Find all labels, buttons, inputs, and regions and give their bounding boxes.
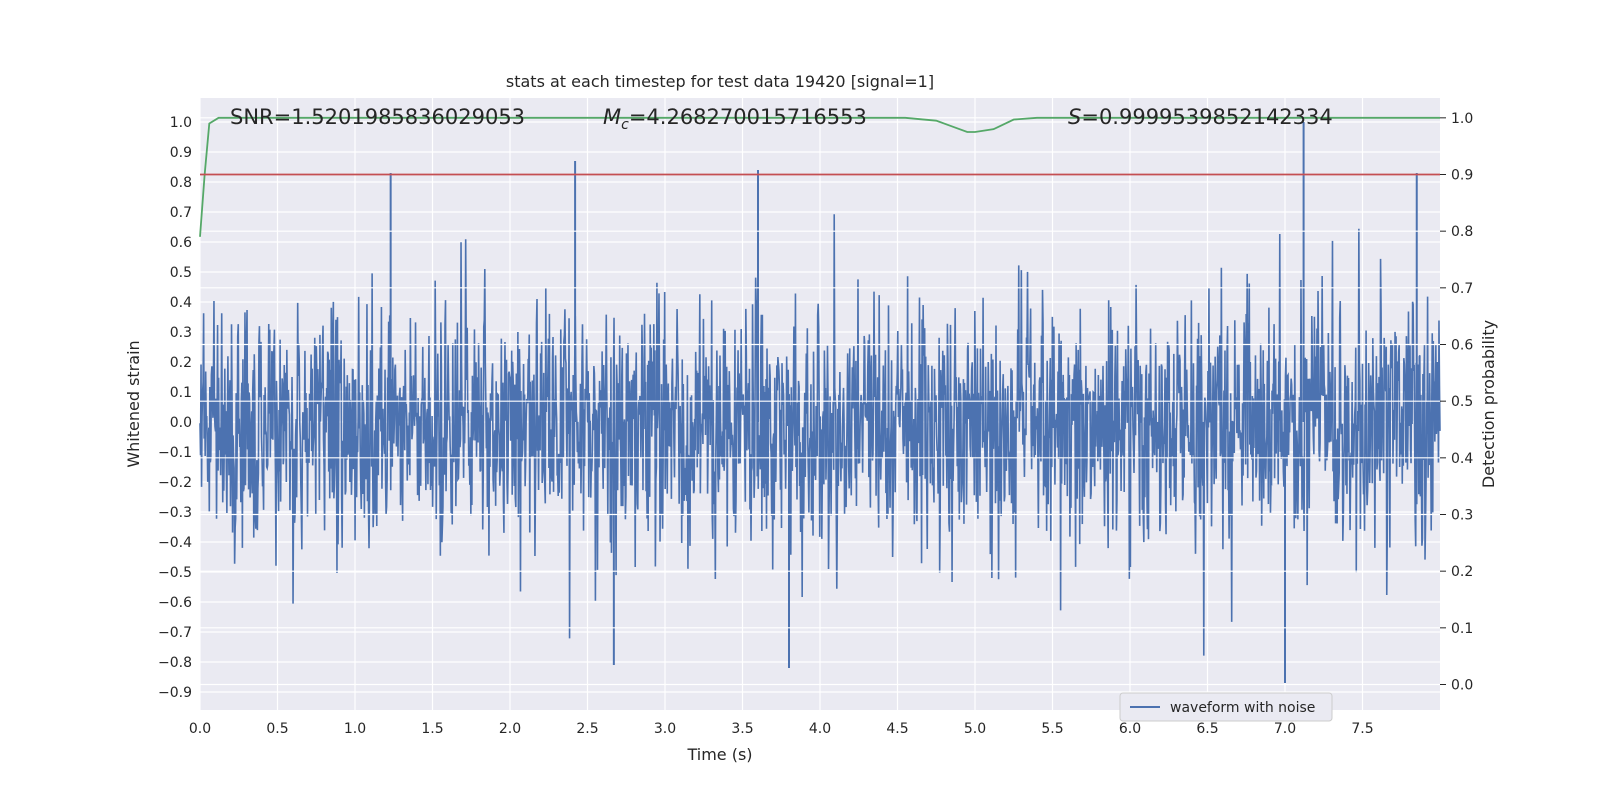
y-tick-label: 0.2: [170, 355, 192, 371]
y-tick-label: 0.3: [170, 325, 192, 341]
y2-tick-label: 0.6: [1451, 338, 1473, 354]
y2-axis-label: Detection probability: [1479, 320, 1498, 488]
y2-tick-label: 0.3: [1451, 508, 1473, 524]
y2-tick-label: 0.1: [1451, 621, 1473, 637]
x-tick-label: 7.5: [1351, 721, 1373, 737]
y-tick-label: −0.6: [158, 595, 192, 611]
x-tick-label: 3.0: [654, 721, 676, 737]
x-tick-label: 1.0: [344, 721, 366, 737]
legend: waveform with noise: [1119, 692, 1333, 722]
waveform-noise-line: [199, 214, 1441, 656]
y-axis-label: Whitened strain: [124, 340, 143, 467]
y-tick-label: −0.8: [158, 655, 192, 671]
probability-lines: [199, 116, 1440, 237]
y2-tick-label: 0.8: [1451, 224, 1473, 240]
x-tick-label: 0.5: [266, 721, 288, 737]
x-tick-label: 4.5: [886, 721, 908, 737]
y-axis-ticks: −0.9 −0.8 −0.7 −0.6 −0.5 −0.4 −0.3 −0.2 −0.1 0.0 0…: [158, 115, 192, 701]
y-tick-label: 1.0: [170, 115, 192, 131]
detection-probability-line: [199, 116, 1440, 237]
chart-title: stats at each timestep for test data 194…: [506, 72, 934, 91]
y-tick-label: −0.9: [158, 685, 192, 701]
y-tick-label: 0.9: [170, 145, 192, 161]
y-tick-label: 0.7: [170, 205, 192, 221]
x-tick-label: 3.5: [731, 721, 753, 737]
x-tick-label: 5.0: [964, 721, 986, 737]
y-tick-label: −0.5: [158, 565, 192, 581]
x-tick-label: 0.0: [189, 721, 211, 737]
x-tick-label: 7.0: [1274, 721, 1296, 737]
x-tick-label: 2.5: [576, 721, 598, 737]
y2-tick-label: 1.0: [1451, 111, 1473, 127]
y-tick-label: 0.6: [170, 235, 192, 251]
chirp-mass-annotation: Mc=4.268270015716553: [603, 105, 867, 133]
x-tick-label: 5.5: [1041, 721, 1063, 737]
y2-axis-ticks: 0.0 0.1 0.2 0.3 0.4 0.5 0.6 0.7 0.8 0.9 1.0: [1440, 111, 1473, 694]
y2-tick-label: 0.9: [1451, 168, 1473, 184]
y-tick-label: 0.0: [170, 415, 192, 431]
x-axis-label: Time (s): [686, 745, 752, 764]
y2-tick-label: 0.5: [1451, 394, 1473, 410]
legend-label: waveform with noise: [1170, 700, 1315, 716]
x-tick-label: 1.5: [421, 721, 443, 737]
x-tick-label: 2.0: [499, 721, 521, 737]
y-tick-label: 0.1: [170, 385, 192, 401]
x-tick-label: 6.5: [1196, 721, 1218, 737]
y-tick-label: −0.3: [158, 505, 192, 521]
x-tick-label: 4.0: [809, 721, 831, 737]
x-axis-ticks: 0.0 0.5 1.0 1.5 2.0 2.5 3.0 3.5 4.0 4.5 5.0 5.5 6.0 6…: [189, 721, 1374, 737]
x-tick-label: 6.0: [1119, 721, 1141, 737]
y-tick-label: −0.7: [158, 625, 192, 641]
y-tick-label: 0.4: [170, 295, 192, 311]
y-tick-label: −0.4: [158, 535, 192, 551]
waveform-with-noise-series: [199, 117, 1441, 686]
y-tick-label: 0.8: [170, 175, 192, 191]
legend-box: [1119, 692, 1333, 722]
y-tick-label: −0.1: [158, 445, 192, 461]
y-tick-label: 0.5: [170, 265, 192, 281]
s-annotation: S=0.9999539852142334: [1068, 105, 1333, 129]
y2-tick-label: 0.2: [1451, 564, 1473, 580]
y2-tick-label: 0.0: [1451, 678, 1473, 694]
snr-annotation: SNR=1.5201985836029053: [230, 105, 525, 129]
y-tick-label: −0.2: [158, 475, 192, 491]
y2-tick-label: 0.7: [1451, 281, 1473, 297]
y2-tick-label: 0.4: [1451, 451, 1473, 467]
